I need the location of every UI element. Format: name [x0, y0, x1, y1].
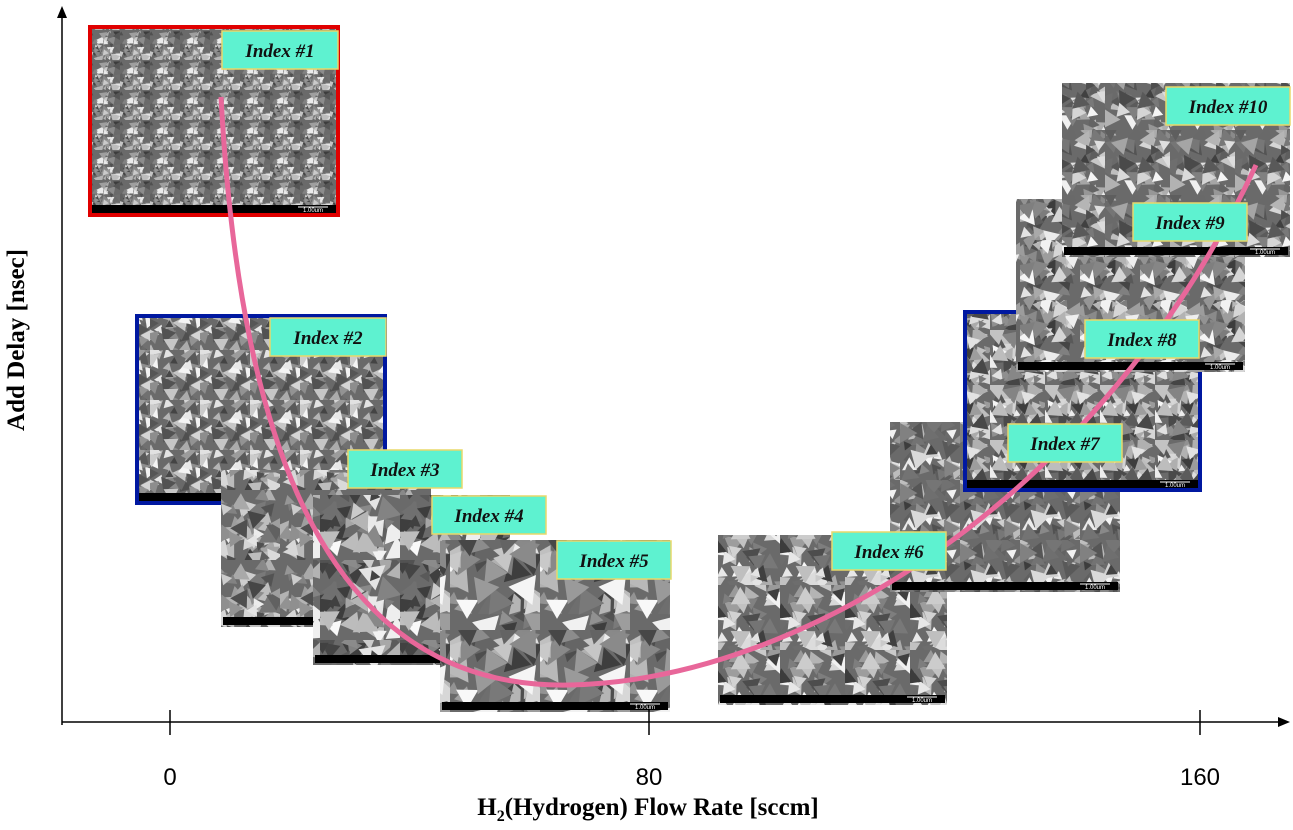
x-tick-label: 160: [1180, 764, 1220, 791]
index-label: Index #10: [1188, 97, 1268, 118]
scale-label: 1.00um: [912, 698, 932, 704]
scale-label: 1.00um: [1085, 585, 1105, 591]
y-axis-label: Add Delay [nsec]: [3, 249, 30, 431]
x-arrow: [1278, 717, 1290, 727]
image-footer: [967, 480, 1198, 488]
index-label: Index #1: [244, 41, 314, 62]
index-label: Index #8: [1106, 330, 1177, 351]
y-arrow: [57, 6, 67, 18]
x-label-sub: 2: [497, 808, 505, 825]
scale-label: 1.00um: [1165, 483, 1185, 489]
index-label: Index #3: [369, 460, 439, 481]
index-label: Index #9: [1154, 213, 1225, 234]
scale-label: 1.00um: [1255, 250, 1275, 256]
index-label: Index #7: [1029, 434, 1101, 455]
x-label-main: H: [477, 794, 497, 821]
index-label: Index #4: [453, 506, 523, 527]
x-axis-label: H2(Hydrogen) Flow Rate [sccm]: [477, 794, 819, 825]
scale-label: 1.00um: [1210, 365, 1230, 371]
diagram: 1.00um 1.00um 1.00um 1.00um 1.00um 1.00um 1.00…: [0, 0, 1293, 830]
index-label: Index #6: [853, 542, 924, 563]
index-label: Index #2: [292, 328, 363, 349]
scale-label: 1.00um: [303, 208, 323, 214]
x-tick-label: 80: [636, 764, 663, 791]
x-tick-label: 0: [163, 764, 176, 791]
image-footer: [92, 205, 336, 213]
index-label: Index #5: [578, 551, 649, 572]
x-label-rest: (Hydrogen) Flow Rate [sccm]: [505, 794, 819, 821]
scale-label: 1.00um: [635, 705, 655, 711]
